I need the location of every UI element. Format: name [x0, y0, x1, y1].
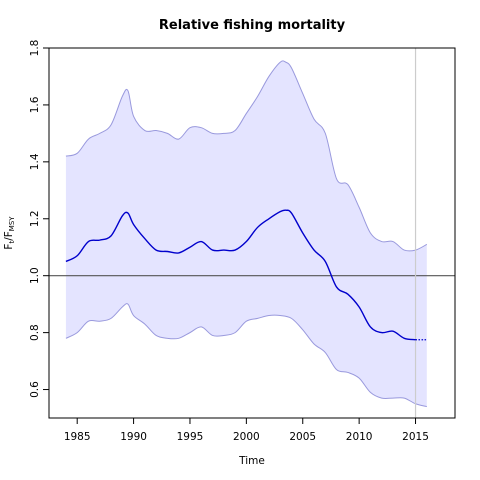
- lower-bound-line: [65, 303, 427, 408]
- y-axis-label-sub2: MSY: [8, 216, 16, 231]
- y-tick-label: 1.2: [29, 210, 41, 227]
- x-tick-label: 2005: [289, 431, 316, 443]
- confidence-band: [65, 60, 427, 407]
- x-axis-label: Time: [238, 455, 265, 467]
- x-tick-label: 2010: [346, 431, 373, 443]
- x-tick-label: 1985: [64, 431, 91, 443]
- plot-area: [49, 48, 455, 418]
- x-axis: 1985 1990 1995 2000 2005 2010 2015: [64, 418, 429, 443]
- y-axis-label-main: F: [3, 244, 15, 250]
- y-axis-label-sep: /F: [3, 231, 15, 241]
- x-tick-label: 2000: [233, 431, 260, 443]
- y-tick-label: 0.8: [29, 324, 41, 341]
- upper-bound-line: [65, 60, 428, 252]
- y-tick-label: 1.6: [29, 96, 41, 113]
- y-tick-label: 1.8: [29, 40, 41, 57]
- y-tick-label: 0.6: [29, 381, 41, 398]
- y-tick-label: 1.0: [29, 267, 41, 284]
- chart-title: Relative fishing mortality: [159, 18, 346, 33]
- estimate-line: [65, 209, 416, 341]
- x-tick-label: 2015: [402, 431, 429, 443]
- y-axis: 0.6 0.8 1.0 1.2 1.4 1.6 1.8: [29, 40, 49, 398]
- y-tick-label: 1.4: [29, 153, 41, 170]
- x-tick-label: 1990: [120, 431, 147, 443]
- plot-frame: [48, 47, 456, 419]
- y-axis-label: Ft/FMSY: [3, 216, 16, 250]
- x-tick-label: 1995: [177, 431, 204, 443]
- y-axis-label-sub1: t: [8, 241, 16, 244]
